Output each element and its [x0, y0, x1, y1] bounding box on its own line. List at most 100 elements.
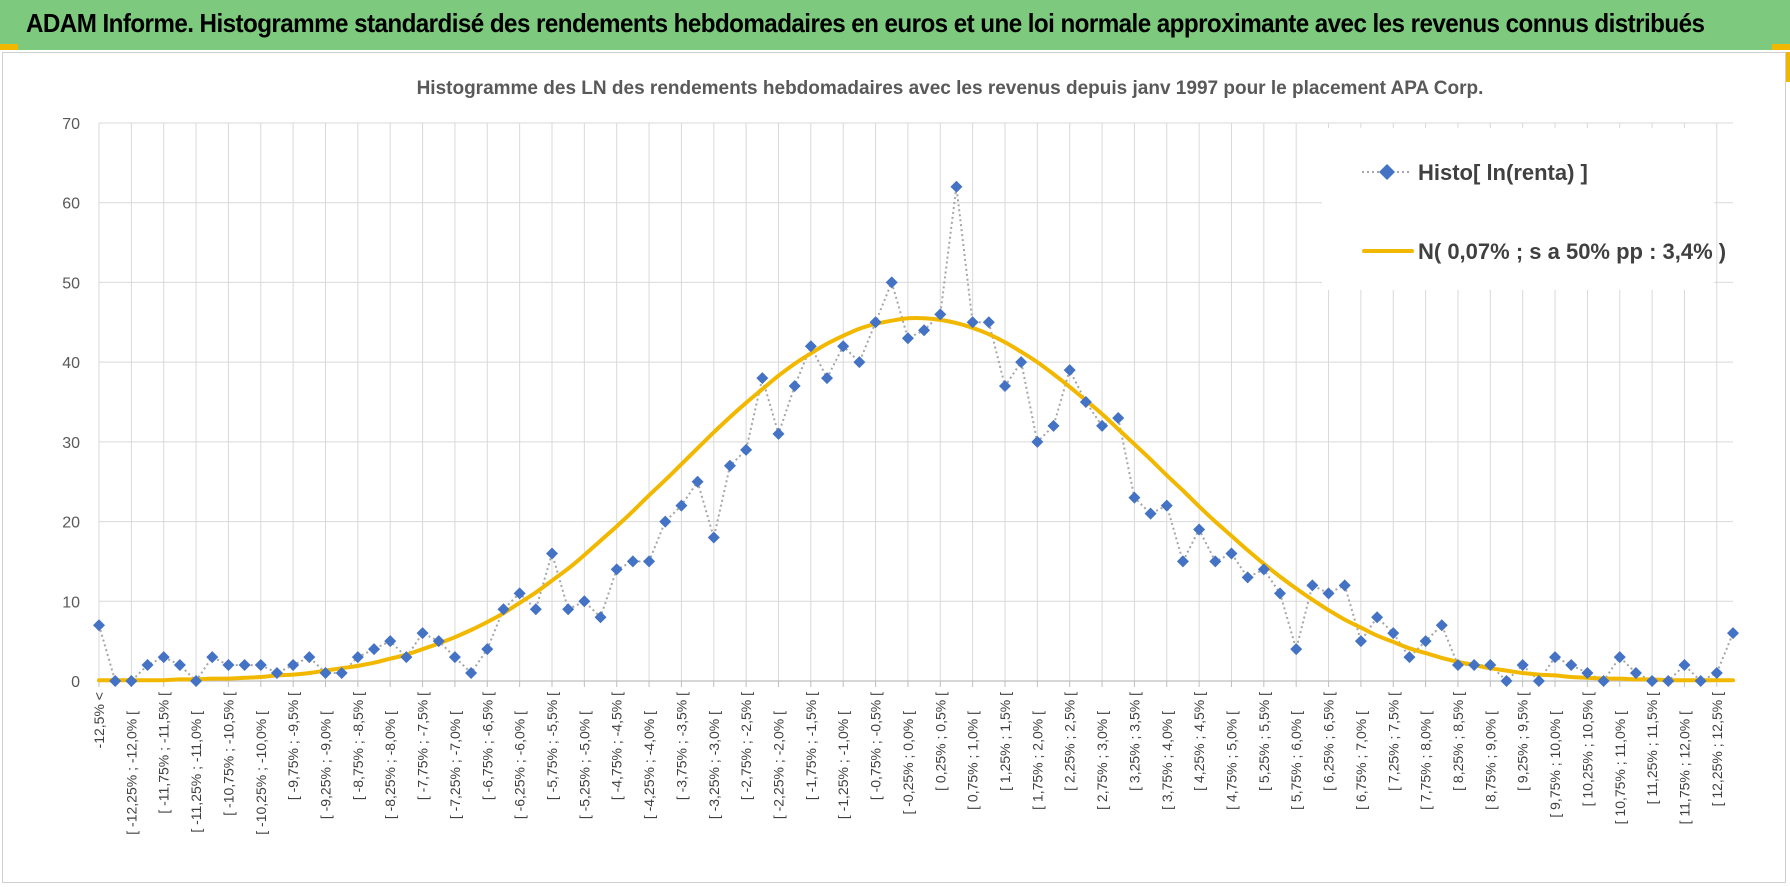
histo-point — [1435, 619, 1448, 632]
gridlines — [98, 122, 1733, 681]
histo-point — [1500, 675, 1513, 687]
histo-point — [1209, 555, 1222, 568]
accent-bar-right — [1772, 44, 1790, 50]
histo-point — [853, 356, 866, 369]
histo-point — [723, 459, 736, 472]
histo-point — [222, 659, 235, 672]
histo-point — [918, 324, 931, 337]
histo-point — [1290, 643, 1303, 656]
x-tick-label: [ 2,75% ; 3,0% [ — [1094, 711, 1110, 810]
histo-point — [1646, 675, 1659, 687]
x-tick-label: [ 6,75% ; 7,0% [ — [1353, 711, 1369, 810]
histo-point — [1419, 635, 1432, 648]
histo-point — [287, 659, 300, 672]
histo-point — [1468, 659, 1481, 672]
histo-point — [1403, 651, 1416, 664]
y-tick-label: 0 — [71, 674, 80, 691]
x-tick-label: [ -7,25% ; -7,0% [ — [447, 711, 463, 819]
histo-point — [966, 316, 979, 329]
x-tick-label: [ 0,25% ; 0,5% [ — [932, 692, 948, 791]
x-tick-label: [ -10,25% ; -10,0% [ — [253, 711, 269, 835]
x-tick-label: [ 7,75% ; 8,0% [ — [1418, 711, 1434, 810]
histo-point — [804, 340, 817, 353]
x-tick-label: [ 3,75% ; 4,0% [ — [1159, 711, 1175, 810]
x-tick-label: [ -10,75% ; -10,5% [ — [220, 692, 236, 816]
histo-point — [351, 651, 364, 664]
x-tick-label: [ 4,25% ; 4,5% [ — [1191, 692, 1207, 791]
x-tick-label: [ 10,75% ; 11,0% [ — [1612, 711, 1628, 824]
histo-point — [1678, 659, 1691, 672]
y-axis: 0 10 20 30 40 50 60 70 — [62, 116, 80, 691]
histo-point — [1581, 667, 1594, 680]
histo-point — [950, 180, 963, 193]
x-tick-label: [ -1,75% ; -1,5% [ — [803, 692, 819, 800]
y-tick-label: 30 — [62, 435, 80, 452]
histo-point — [448, 651, 461, 664]
x-tick-label: [ -2,75% ; -2,5% [ — [738, 692, 754, 800]
x-tick-label: [ -12,25% ; -12,0% [ — [123, 711, 139, 835]
header-banner: ADAM Informe. Histogramme standardisé de… — [0, 0, 1790, 50]
x-tick-label: [ 8,75% ; 9,0% [ — [1482, 711, 1498, 810]
histo-point — [610, 563, 623, 576]
histo-point — [335, 667, 348, 680]
histo-point — [1662, 675, 1675, 687]
x-tick-label: [ 1,75% ; 2,0% [ — [1029, 711, 1045, 810]
histo-point — [270, 667, 283, 680]
histo-point — [1484, 659, 1497, 672]
y-tick-label: 70 — [62, 116, 80, 133]
page-title: ADAM Informe. Histogramme standardisé de… — [26, 8, 1705, 38]
histo-point — [1031, 435, 1044, 448]
histo-point — [691, 475, 704, 488]
histo-point — [1451, 659, 1464, 672]
x-tick-label: [ 2,25% ; 2,5% [ — [1062, 692, 1078, 791]
x-tick-label: [ -7,75% ; -7,5% [ — [415, 692, 431, 800]
y-tick-label: 10 — [62, 594, 80, 611]
chart-frame — [2, 52, 1786, 883]
histo-point — [982, 316, 995, 329]
histo-point — [384, 635, 397, 648]
histo-point — [125, 675, 138, 687]
histo-point — [1597, 675, 1610, 687]
histo-point — [659, 515, 672, 528]
histo-point — [400, 651, 413, 664]
x-axis: -12,5% < [ -12,25% ; -12,0% [ [ -11,75% ; … — [91, 680, 1733, 835]
histo-point — [1047, 419, 1060, 432]
legend-label-histo: Histo[ ln(renta) ] — [1418, 160, 1588, 185]
x-tick-label: [ -8,25% ; -8,0% [ — [382, 711, 398, 819]
histo-point — [837, 340, 850, 353]
histo-point — [998, 380, 1011, 393]
y-tick-label: 20 — [62, 515, 80, 532]
histo-point — [740, 443, 753, 456]
histo-point — [821, 372, 834, 385]
x-tick-label: [ -5,25% ; -5,0% [ — [576, 711, 592, 819]
x-tick-label: [ 11,75% ; 12,0% [ — [1676, 711, 1692, 824]
histo-point — [141, 659, 154, 672]
histo-point — [432, 635, 445, 648]
x-tick-label: [ -8,75% ; -8,5% [ — [350, 692, 366, 800]
histo-point — [1225, 547, 1238, 560]
x-tick-label: [ -4,25% ; -4,0% [ — [641, 711, 657, 819]
histo-point — [934, 308, 947, 321]
histo-point — [885, 276, 898, 289]
histo-point — [190, 675, 203, 687]
legend-label-normal: N( 0,07% ; s a 50% pp : 3,4% ) — [1418, 239, 1726, 264]
histo-point — [1128, 491, 1141, 504]
histo-point — [1549, 651, 1562, 664]
histo-point — [1274, 587, 1287, 600]
histo-point — [1371, 611, 1384, 624]
histo-point — [238, 659, 251, 672]
y-tick-label: 60 — [62, 196, 80, 213]
x-tick-label: [ 3,25% ; 3,5% [ — [1126, 692, 1142, 791]
x-tick-label: [ 11,25% ; 11,5% [ — [1644, 692, 1660, 804]
histo-point — [109, 675, 122, 687]
accent-bar-left — [0, 44, 18, 50]
histo-point — [643, 555, 656, 568]
x-tick-label: [ -11,75% ; -11,5% [ — [156, 692, 172, 814]
x-tick-label: -12,5% < — [91, 692, 107, 748]
x-tick-label: [ 5,25% ; 5,5% [ — [1256, 692, 1272, 791]
histo-point — [1257, 563, 1270, 576]
histo-point — [303, 651, 316, 664]
legend-histo-marker — [1379, 164, 1395, 180]
histo-point — [772, 427, 785, 440]
